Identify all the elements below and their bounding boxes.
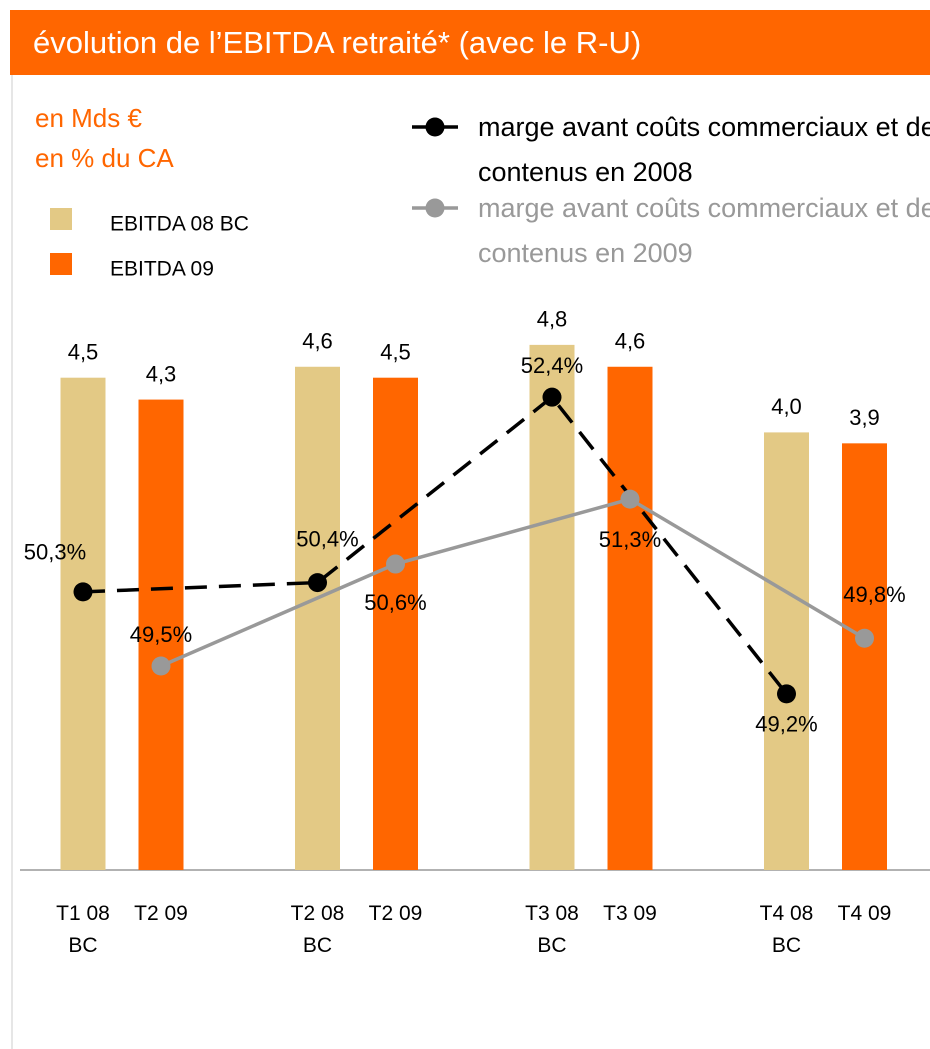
legend-swatch [50,253,72,275]
value-label: 4,0 [771,394,802,419]
x-tick-label: T3 09 [603,902,657,925]
point [73,582,93,602]
bar [842,443,887,870]
point [151,656,171,676]
chart-title: évolution de l’EBITDA retraité* (avec le… [33,25,641,60]
bar [529,344,575,870]
bar [60,377,106,870]
y2-label: en % du CA [35,143,174,173]
value-label: 49,8% [843,582,905,607]
bar [138,399,184,870]
value-label: 4,5 [68,340,99,365]
subtitle: en Mds € [35,103,142,133]
legend-marker [425,198,445,218]
line [160,497,866,668]
x-tick-label: T2 09 [134,902,188,925]
value-label: 49,2% [755,712,817,737]
point [386,554,405,574]
legend-label: marge avant coûts commerciaux et de cont… [478,193,930,268]
value-label: 4,6 [615,329,646,354]
point [308,573,327,593]
value-label: 4,6 [302,329,333,354]
point [620,489,640,509]
value-label: 50,6% [364,590,426,615]
legend-label: marge avant coûts commerciaux et de cont… [478,112,930,187]
value-label: 4,5 [380,340,411,365]
bar [607,366,653,870]
title-bar [10,10,930,75]
x-tick-label: T4 08 BC [759,902,814,957]
bar [764,432,809,870]
legend-marker [425,117,445,137]
value-label: 52,4% [521,353,583,378]
line [82,394,788,695]
x-tick-label: T4 09 [837,902,892,925]
legend-label: EBITDA 08 BC [110,213,249,236]
value-label: 50,3% [24,540,86,565]
x-tick-label: T1 08 BC [56,902,110,957]
point [855,628,874,648]
bar [373,377,418,870]
legend-label: EBITDA 09 [110,258,214,281]
value-label: 50,4% [296,526,358,551]
value-label: 4,3 [146,361,177,386]
point [542,387,562,407]
x-tick-label: T3 08 BC [525,902,579,957]
value-label: 3,9 [849,405,880,430]
legend-swatch [50,208,72,230]
value-label: 49,5% [130,622,192,647]
value-label: 4,8 [537,307,568,332]
value-label: 51,3% [599,527,661,552]
point [777,684,796,704]
x-tick-label: T2 08 BC [290,902,345,957]
x-tick-label: T2 09 [368,902,423,925]
bar [295,366,340,870]
